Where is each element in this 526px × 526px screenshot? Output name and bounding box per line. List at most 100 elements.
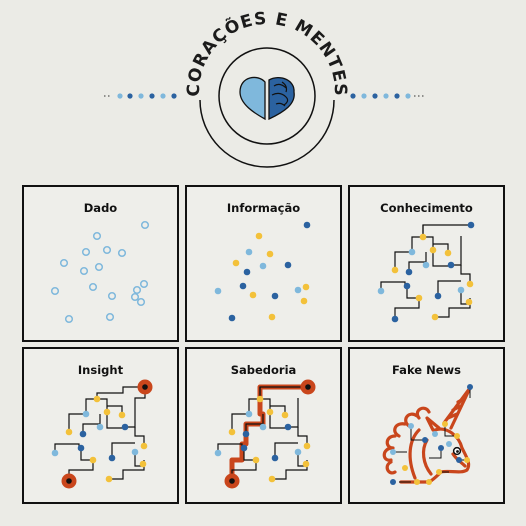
- header-dot: [350, 93, 356, 99]
- connector-line: [231, 413, 249, 432]
- data-dot: [79, 266, 89, 276]
- connector-line: [248, 387, 261, 414]
- node-dot: [426, 479, 432, 485]
- data-dot: [81, 247, 91, 257]
- highlight-node-core: [229, 478, 235, 484]
- highlight-node-core: [66, 478, 72, 484]
- node-dot: [466, 280, 474, 288]
- data-dot: [92, 231, 102, 241]
- panel-title: Dado: [84, 201, 118, 215]
- connector-line: [297, 452, 306, 467]
- connector-line: [97, 398, 108, 412]
- connector-line: [260, 398, 271, 412]
- header-dot: [117, 93, 123, 99]
- connector-line: [460, 265, 471, 284]
- node-dot: [82, 410, 90, 418]
- node-dot: [403, 282, 411, 290]
- header-dot: [127, 93, 133, 99]
- panel-conhecimento: Conhecimento: [348, 185, 505, 342]
- data-dot: [140, 220, 150, 230]
- node-dot: [302, 460, 310, 468]
- connector-line: [394, 298, 420, 319]
- data-dot: [64, 314, 74, 324]
- header-dot: [383, 93, 389, 99]
- panel-frame: [22, 185, 179, 342]
- node-dot: [259, 423, 267, 431]
- node-dot: [252, 456, 260, 464]
- node-dot: [240, 444, 248, 452]
- node-dot: [268, 475, 276, 483]
- connector-line: [460, 290, 469, 305]
- header-dot: [372, 93, 378, 99]
- node-dot: [422, 261, 430, 269]
- panel-sabedoria: Sabedoria: [185, 347, 342, 504]
- highlight-node-core: [142, 384, 148, 390]
- node-dot: [442, 421, 448, 427]
- unicorn-pupil: [456, 450, 459, 453]
- node-dot: [456, 457, 462, 463]
- info-dot: [239, 282, 247, 290]
- node-dot: [284, 423, 292, 431]
- panel-title: Informação: [227, 201, 300, 215]
- info-dot: [243, 268, 251, 276]
- info-dot: [303, 221, 311, 229]
- panel-grid: Dado Informação Conhecimento Insight Sabedor…: [22, 185, 505, 504]
- node-dot: [438, 445, 444, 451]
- node-dot: [121, 423, 129, 431]
- node-dot: [408, 423, 414, 429]
- connector-line: [411, 225, 424, 252]
- connector-line: [243, 448, 256, 461]
- header-dot: [405, 93, 411, 99]
- header-dot: [361, 93, 367, 99]
- connector-line: [134, 452, 143, 467]
- data-dot: [136, 297, 146, 307]
- node-dot: [402, 465, 408, 471]
- data-dot: [88, 282, 98, 292]
- connector-line: [274, 442, 298, 458]
- connector-line: [85, 398, 97, 414]
- node-dot: [140, 442, 148, 450]
- connector-line: [432, 250, 449, 267]
- info-dot: [245, 248, 253, 256]
- panel-frame: [348, 185, 505, 342]
- panel-frame: [348, 347, 505, 504]
- node-dot: [139, 460, 147, 468]
- node-dot: [65, 428, 73, 436]
- data-dot: [102, 245, 112, 255]
- header-dot: [138, 93, 144, 99]
- connector-line: [444, 424, 457, 437]
- connector-line: [437, 280, 461, 296]
- connector-line: [269, 412, 286, 429]
- node-dot: [419, 233, 427, 241]
- node-dot: [271, 454, 279, 462]
- node-dot: [377, 287, 385, 295]
- node-dot: [228, 428, 236, 436]
- node-dot: [467, 384, 473, 390]
- node-dot: [93, 395, 101, 403]
- info-dot: [284, 261, 292, 269]
- node-dot: [51, 449, 59, 457]
- node-dot: [436, 469, 442, 475]
- node-dot: [245, 410, 253, 418]
- node-dot: [266, 408, 274, 416]
- connector-line: [394, 251, 412, 270]
- connector-line: [134, 427, 145, 446]
- data-dot: [132, 285, 142, 295]
- data-dot: [105, 312, 115, 322]
- node-dot: [434, 292, 442, 300]
- connector-line: [429, 448, 442, 459]
- node-dot: [447, 261, 455, 269]
- inner-ring: [218, 47, 316, 145]
- panel-title: Conhecimento: [380, 201, 473, 215]
- node-dot: [414, 479, 420, 485]
- node-dot: [446, 441, 452, 447]
- node-dot: [454, 433, 460, 439]
- node-dot: [405, 268, 413, 276]
- connector-line: [82, 414, 101, 434]
- node-dot: [467, 221, 475, 229]
- node-dot: [408, 248, 416, 256]
- connector-line: [410, 426, 425, 441]
- info-dot: [294, 286, 302, 294]
- info-dot: [259, 262, 267, 270]
- node-dot: [391, 315, 399, 323]
